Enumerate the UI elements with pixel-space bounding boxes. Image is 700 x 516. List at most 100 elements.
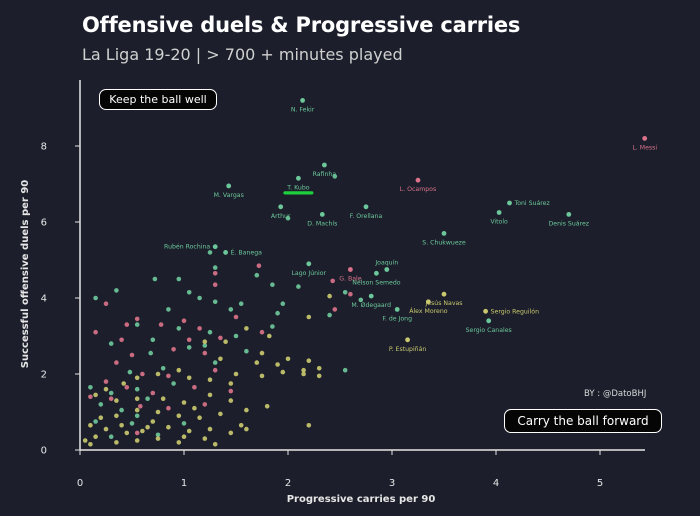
- point-label: Vitolo: [490, 219, 508, 226]
- data-point: [171, 381, 176, 386]
- data-point: [140, 371, 145, 377]
- data-point: [160, 366, 166, 371]
- data-point: [280, 369, 286, 375]
- data-point: [150, 390, 156, 396]
- y-tick-label: 6: [41, 218, 47, 229]
- data-point: [148, 350, 153, 356]
- labeled-data-point: [278, 204, 284, 210]
- data-point: [212, 360, 218, 365]
- data-point: [129, 352, 135, 358]
- data-point: [121, 381, 126, 386]
- point-label: G. Bale: [339, 276, 361, 283]
- data-point: [93, 419, 98, 424]
- data-point: [197, 415, 202, 421]
- data-point: [223, 339, 228, 345]
- data-point: [212, 367, 218, 373]
- data-point: [88, 385, 93, 390]
- point-label: P. Estupiñán: [389, 345, 427, 353]
- author-credit: BY : @DatoBHJ: [584, 389, 647, 399]
- data-point: [134, 316, 140, 322]
- data-point: [124, 322, 130, 327]
- data-point: [192, 385, 197, 390]
- data-point: [108, 390, 114, 396]
- labeled-data-point: [374, 270, 379, 276]
- data-point: [207, 426, 213, 432]
- labeled-data-point: [226, 183, 232, 189]
- data-point: [108, 396, 114, 402]
- y-tick-label: 2: [41, 370, 47, 381]
- data-point: [233, 333, 239, 339]
- data-point: [244, 407, 249, 413]
- data-point: [176, 326, 182, 331]
- labeled-data-point: [507, 200, 512, 206]
- point-label: D. Machís: [307, 219, 337, 227]
- labeled-data-point: [496, 210, 502, 215]
- point-label: S. Chukwueze: [422, 239, 466, 246]
- data-point: [285, 215, 291, 221]
- data-point: [134, 438, 140, 443]
- data-point: [197, 295, 202, 301]
- data-point: [202, 339, 208, 345]
- data-point: [176, 276, 182, 282]
- data-point: [103, 301, 109, 307]
- labeled-data-point: [441, 291, 447, 297]
- data-point: [244, 326, 249, 331]
- data-point: [152, 276, 158, 282]
- data-point: [259, 350, 265, 356]
- point-label: Nélson Semedo: [352, 278, 401, 286]
- data-point: [233, 314, 239, 320]
- data-point: [138, 404, 143, 409]
- labeled-data-point: [441, 231, 447, 236]
- data-point: [119, 407, 124, 413]
- data-point: [218, 335, 223, 341]
- x-tick-label: 4: [493, 478, 499, 489]
- data-point: [103, 386, 109, 392]
- labeled-data-point: [486, 318, 492, 324]
- carry-ball-annotation: Carry the ball forward: [504, 409, 662, 433]
- data-point: [114, 413, 119, 419]
- data-point: [166, 405, 171, 411]
- labeled-data-point: [306, 261, 312, 267]
- data-point: [88, 423, 93, 428]
- labeled-data-point: [384, 267, 390, 272]
- data-point: [270, 282, 275, 288]
- data-point: [93, 392, 98, 398]
- data-point: [186, 337, 192, 343]
- point-label: Sergio Canales: [466, 327, 512, 334]
- data-point: [280, 301, 286, 307]
- labeled-data-point: [483, 308, 488, 314]
- y-axis-label: Successful offensive duels per 90: [20, 180, 31, 369]
- data-point: [202, 350, 208, 356]
- data-point: [140, 428, 145, 434]
- data-point: [296, 284, 301, 289]
- labeled-data-point: [348, 267, 353, 272]
- data-point: [186, 428, 192, 434]
- data-point: [301, 367, 306, 373]
- data-point: [166, 373, 171, 379]
- data-point: [155, 371, 161, 377]
- labeled-data-point: [394, 307, 400, 312]
- keep-ball-annotation: Keep the ball well: [99, 89, 217, 110]
- data-point: [202, 436, 208, 441]
- data-point: [181, 400, 187, 405]
- data-point: [158, 322, 164, 327]
- data-point: [155, 432, 161, 438]
- data-point: [264, 404, 270, 409]
- point-label: L. Messi: [632, 144, 657, 151]
- data-point: [207, 392, 213, 398]
- data-point: [186, 290, 192, 295]
- data-point: [233, 371, 239, 377]
- data-point: [150, 337, 156, 343]
- data-point: [134, 375, 140, 381]
- data-point: [129, 421, 135, 426]
- x-tick-label: 5: [597, 478, 603, 489]
- data-point: [108, 434, 114, 440]
- data-point: [254, 272, 260, 278]
- point-label: Álex Moreno: [409, 306, 448, 315]
- point-label: Rafinha: [313, 171, 337, 178]
- data-point: [330, 278, 336, 284]
- point-label: F. de Jong: [382, 315, 412, 322]
- data-point: [327, 312, 332, 318]
- data-point: [212, 299, 218, 305]
